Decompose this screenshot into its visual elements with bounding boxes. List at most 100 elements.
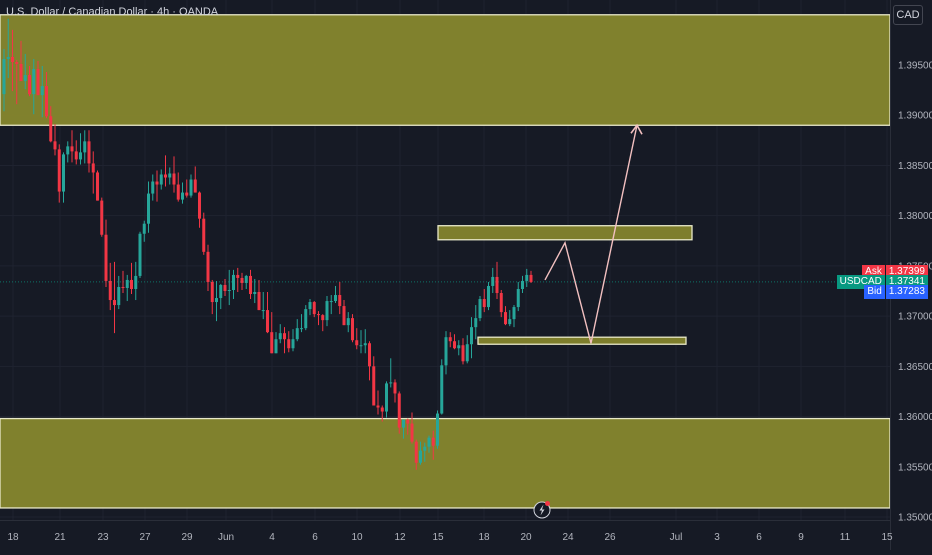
time-tick-label: 11 (840, 532, 851, 543)
candle (363, 329, 367, 354)
candle (499, 289, 503, 318)
candle-body (465, 344, 469, 362)
candle-body (363, 343, 367, 346)
candle-body (414, 441, 418, 463)
candle (70, 130, 74, 163)
candle-body (478, 299, 482, 319)
candle-body (397, 393, 401, 428)
demand-zone (477, 336, 687, 345)
price-tick-label: 1.36000 (898, 412, 932, 423)
candle (240, 272, 244, 290)
time-tick-label: 26 (604, 532, 616, 543)
candle (261, 292, 265, 320)
candle-body (410, 423, 414, 442)
candle (215, 280, 218, 322)
time-tick-label: 27 (139, 532, 151, 543)
candle-body (431, 437, 435, 446)
candle-body (393, 382, 397, 394)
candle (223, 278, 227, 297)
candle (181, 182, 184, 204)
candle-body (444, 337, 448, 366)
candle (487, 281, 490, 311)
projection-line (544, 125, 638, 344)
candle-body (427, 437, 431, 447)
candle-body (249, 275, 252, 295)
price-tick-label: 1.38000 (898, 211, 932, 222)
time-tick-label: 15 (432, 532, 444, 543)
candle (57, 144, 61, 203)
time-tick-label: 6 (756, 532, 762, 543)
candle-body (266, 310, 269, 333)
support-zone (0, 417, 891, 509)
currency-badge[interactable]: CAD (893, 5, 923, 25)
candle-body (172, 173, 176, 185)
candle-body (138, 233, 142, 276)
candle (525, 268, 529, 287)
candle-body (402, 419, 405, 428)
lightning-icon[interactable] (533, 501, 551, 519)
candle (66, 141, 70, 163)
candle-body (202, 218, 206, 252)
candle-body (300, 328, 303, 330)
candle-body (308, 302, 312, 310)
candle-body (104, 234, 108, 281)
candle (465, 335, 469, 364)
candle (185, 179, 189, 198)
time-tick-label: 3 (714, 532, 720, 543)
projection-layer (544, 123, 643, 344)
candle-body (470, 327, 473, 345)
candle-body (227, 289, 231, 291)
candle (321, 314, 325, 332)
candle (491, 267, 495, 294)
candle-body (406, 419, 410, 424)
candle-body (346, 318, 350, 326)
candle-body (147, 193, 150, 224)
time-tick-label: 15 (881, 532, 893, 543)
candle (83, 130, 87, 164)
candle-body (62, 154, 65, 192)
candle (236, 267, 240, 293)
candle-body (474, 318, 478, 328)
candle-body (461, 345, 465, 362)
candle (168, 167, 172, 185)
candle (304, 305, 308, 331)
candle-body (291, 339, 295, 349)
candle-body (453, 341, 456, 349)
candle (440, 359, 444, 415)
candle (19, 40, 23, 82)
candle-body (419, 450, 422, 463)
symbol-title[interactable]: U.S. Dollar / Canadian Dollar · 4h · OAN… (6, 6, 219, 18)
candle-body (440, 365, 444, 414)
candle (244, 274, 248, 289)
candle (516, 281, 520, 312)
candle (482, 288, 486, 313)
candle-body (295, 328, 299, 340)
supply-zone (437, 225, 693, 241)
candle (151, 174, 155, 201)
candle-body (96, 172, 99, 201)
candle (474, 305, 478, 340)
time-tick-label: 10 (351, 532, 363, 543)
time-axis[interactable]: 18 21 23 27 29 Jun 4 6 10 12 15 18 20 24 26 Jul 3 6 9 11 15 (7, 532, 893, 543)
candle (317, 311, 320, 326)
candle (193, 166, 197, 193)
candle (125, 274, 129, 302)
candle-body (219, 284, 223, 299)
candle-body (236, 274, 240, 278)
candle-body (244, 275, 248, 283)
candle-body (215, 298, 218, 303)
candle-body (6, 56, 10, 59)
time-tick-label: Jul (670, 532, 683, 543)
candle (478, 296, 482, 322)
candle (249, 269, 252, 300)
candle-body (304, 309, 308, 329)
candle (414, 439, 418, 470)
candle (108, 262, 112, 311)
candle (427, 435, 431, 453)
time-tick-label: 4 (269, 532, 275, 543)
candle-body (487, 285, 490, 308)
candle (164, 155, 167, 187)
bid-value: 1.37283 (884, 284, 928, 299)
candle (351, 314, 354, 343)
